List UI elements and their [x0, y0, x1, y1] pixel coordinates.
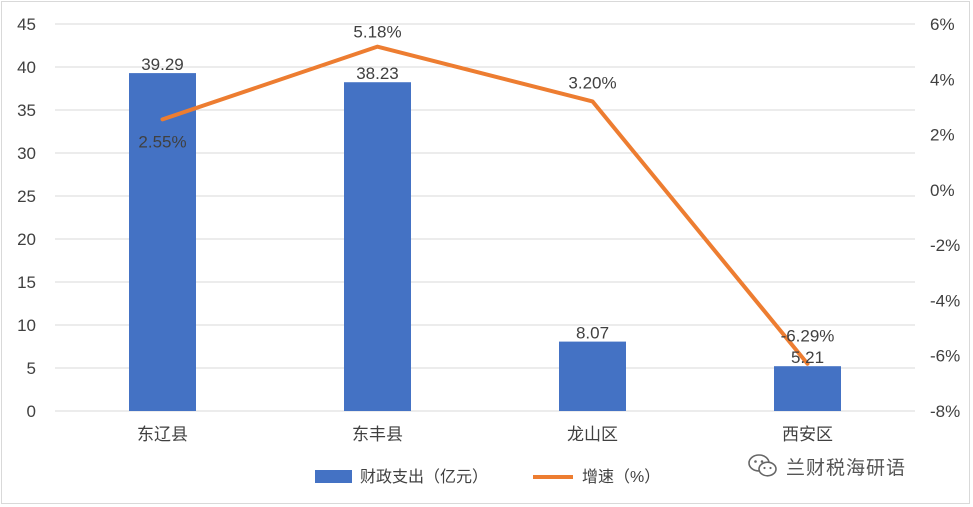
right-tick-label: -2% — [930, 236, 960, 255]
bar-data-label: 38.23 — [356, 64, 399, 83]
line-data-label: 5.18% — [353, 23, 401, 42]
x-axis-ticks: 东辽县 东丰县 龙山区 西安区 — [137, 425, 833, 444]
line-data-label: -6.29% — [781, 327, 835, 346]
growth-line — [160, 44, 810, 366]
left-tick-label: 40 — [17, 58, 36, 77]
line-data-labels: 2.55% 5.18% 3.20% -6.29% — [138, 23, 834, 346]
left-tick-label: 15 — [17, 273, 36, 292]
left-axis-ticks: 0 5 10 15 20 25 30 35 40 45 — [17, 15, 36, 421]
bar-series — [129, 73, 841, 412]
legend: 财政支出（亿元） 增速（%） — [315, 468, 660, 486]
wechat-icon — [748, 454, 777, 477]
right-tick-label: 6% — [930, 15, 955, 34]
right-tick-label: -8% — [930, 402, 960, 421]
grid-lines — [55, 23, 915, 412]
bar-data-label: 8.07 — [576, 324, 609, 343]
line-data-label: 2.55% — [138, 132, 186, 151]
left-tick-label: 25 — [17, 187, 36, 206]
right-tick-label: 4% — [930, 70, 955, 89]
left-tick-label: 5 — [27, 359, 36, 378]
legend-bar-swatch — [315, 470, 352, 483]
bar — [559, 341, 626, 411]
bar-data-label: 39.29 — [141, 55, 184, 74]
x-tick-label: 东辽县 — [137, 425, 188, 444]
bar-data-labels: 39.29 38.23 8.07 5.21 — [141, 55, 824, 367]
x-tick-label: 龙山区 — [567, 425, 618, 444]
line-data-label: 3.20% — [568, 73, 616, 92]
left-tick-label: 30 — [17, 144, 36, 163]
right-tick-label: -6% — [930, 347, 960, 366]
x-tick-label: 西安区 — [782, 425, 833, 444]
left-tick-label: 10 — [17, 316, 36, 335]
left-tick-label: 20 — [17, 230, 36, 249]
left-tick-label: 45 — [17, 15, 36, 34]
right-tick-label: -4% — [930, 291, 960, 310]
right-tick-label: 0% — [930, 181, 955, 200]
line-series — [160, 44, 810, 366]
bar-data-label: 5.21 — [791, 348, 824, 367]
legend-bar-label: 财政支出（亿元） — [360, 468, 488, 486]
right-axis-ticks: -8% -6% -4% -2% 0% 2% 4% 6% — [930, 15, 960, 421]
right-tick-label: 2% — [930, 126, 955, 145]
watermark-text: 兰财税海研语 — [786, 456, 907, 479]
bar — [774, 366, 841, 411]
bar — [129, 73, 196, 411]
left-tick-label: 35 — [17, 101, 36, 120]
bar — [344, 82, 411, 412]
x-tick-label: 东丰县 — [352, 425, 403, 444]
watermark: 兰财税海研语 — [748, 452, 906, 480]
left-tick-label: 0 — [27, 402, 36, 421]
legend-line-label: 增速（%） — [582, 468, 660, 486]
